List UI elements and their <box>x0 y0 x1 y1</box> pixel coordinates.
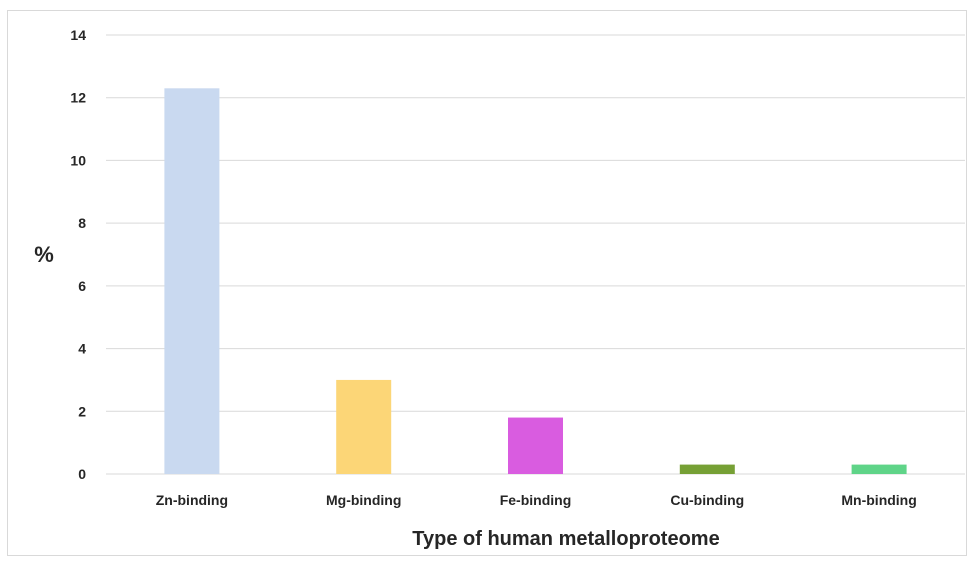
x-tick-label: Fe-binding <box>500 492 572 508</box>
x-axis-title: Type of human metalloproteome <box>412 528 719 550</box>
x-tick-label: Mn-binding <box>841 492 916 508</box>
y-tick-label: 12 <box>70 90 86 106</box>
y-axis-title: % <box>34 242 54 267</box>
y-tick-label: 6 <box>78 278 86 294</box>
bar-mg-binding <box>336 379 392 474</box>
bar-mn-binding <box>851 464 907 474</box>
bars <box>164 88 907 475</box>
y-tick-labels: 0 2 4 6 8 10 12 14 <box>70 27 86 482</box>
y-tick-label: 10 <box>70 152 86 168</box>
bar-cu-binding <box>679 464 735 474</box>
y-tick-label: 14 <box>70 27 86 43</box>
x-tick-label: Cu-binding <box>670 492 744 508</box>
y-tick-label: 8 <box>78 215 86 231</box>
bar-zn-binding <box>164 88 220 475</box>
gridlines <box>106 34 965 475</box>
y-tick-label: 4 <box>78 341 86 357</box>
y-tick-label: 2 <box>78 403 86 419</box>
x-tick-label: Mg-binding <box>326 492 401 508</box>
y-tick-label: 0 <box>78 466 86 482</box>
x-tick-label: Zn-binding <box>156 492 228 508</box>
bar-fe-binding <box>508 417 563 474</box>
x-tick-labels: Zn-binding Mg-binding Fe-binding Cu-binding… <box>156 492 917 508</box>
